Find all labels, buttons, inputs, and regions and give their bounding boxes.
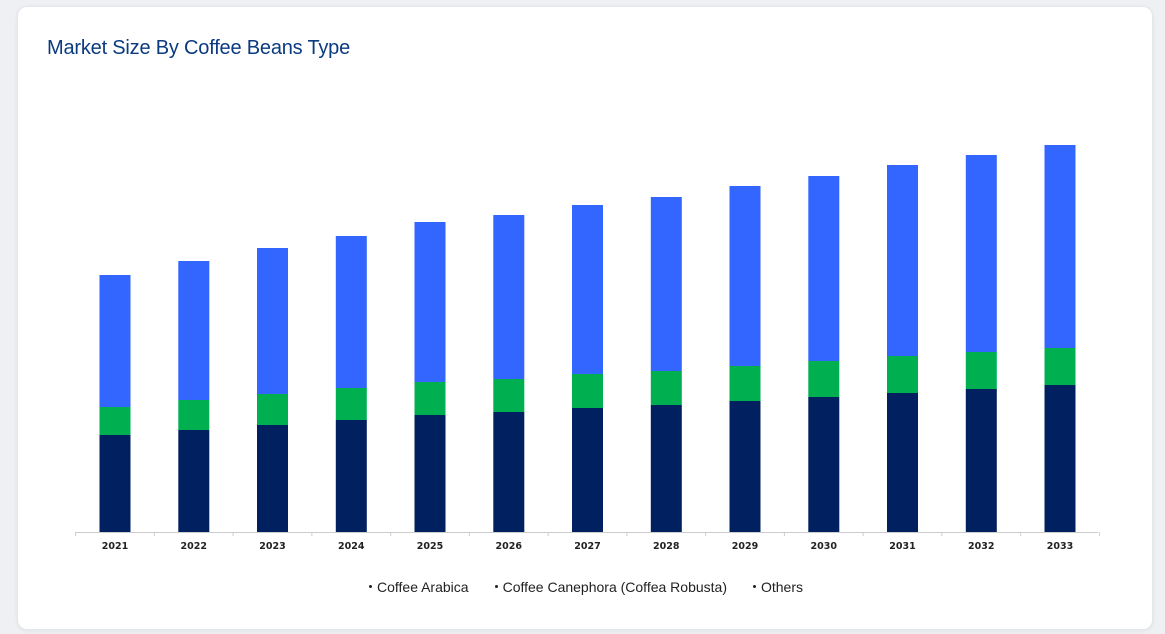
bar-segment-coffee-canephora-coffea-robusta-2029 bbox=[729, 366, 761, 401]
legend-label: Coffee Arabica bbox=[376, 579, 469, 595]
bar-segment-others-2024 bbox=[335, 420, 367, 532]
x-tick-label-2031: 2031 bbox=[889, 541, 915, 552]
bar-segment-coffee-canephora-coffea-robusta-2026 bbox=[493, 379, 525, 412]
x-tick-label-2032: 2032 bbox=[968, 541, 994, 552]
bar-segment-others-2026 bbox=[493, 412, 525, 532]
x-tick-label-2030: 2030 bbox=[811, 541, 838, 552]
x-tick-label-2033: 2033 bbox=[1047, 541, 1073, 552]
legend-item-coffee-canephora-coffea-robusta[interactable]: Coffee Canephora (Coffea Robusta) bbox=[494, 579, 727, 595]
bar-segment-coffee-arabica-2033 bbox=[1044, 145, 1076, 348]
bar-segment-coffee-canephora-coffea-robusta-2023 bbox=[257, 394, 288, 425]
bar-segment-others-2021 bbox=[99, 435, 131, 532]
bar-segment-coffee-arabica-2032 bbox=[965, 155, 997, 352]
x-tick-label-2021: 2021 bbox=[102, 541, 128, 552]
bar-segment-coffee-canephora-coffea-robusta-2027 bbox=[572, 374, 603, 408]
bar-segment-coffee-canephora-coffea-robusta-2028 bbox=[650, 371, 682, 405]
chart-legend: Coffee Arabica Coffee Canephora (Coffea R… bbox=[18, 579, 1154, 595]
x-tick-label-2027: 2027 bbox=[574, 541, 600, 552]
bar-segment-coffee-arabica-2029 bbox=[729, 186, 761, 366]
x-tick-label-2025: 2025 bbox=[417, 541, 443, 552]
bar-segment-coffee-arabica-2025 bbox=[414, 222, 446, 382]
x-tick-label-2029: 2029 bbox=[732, 541, 758, 552]
bar-segment-coffee-arabica-2028 bbox=[650, 197, 682, 371]
bar-segment-coffee-arabica-2030 bbox=[808, 176, 840, 361]
legend-bullet-icon bbox=[752, 584, 756, 588]
bar-segment-coffee-arabica-2021 bbox=[99, 275, 131, 407]
bar-segment-others-2023 bbox=[257, 425, 288, 532]
bar-segment-others-2029 bbox=[729, 401, 761, 532]
bar-segment-coffee-canephora-coffea-robusta-2021 bbox=[99, 407, 131, 435]
bar-segment-coffee-canephora-coffea-robusta-2032 bbox=[965, 352, 997, 389]
bar-segment-coffee-canephora-coffea-robusta-2033 bbox=[1044, 348, 1076, 385]
x-tick-label-2024: 2024 bbox=[338, 541, 365, 552]
bar-segment-others-2028 bbox=[650, 405, 682, 532]
legend-bullet-icon bbox=[368, 584, 372, 588]
bar-segment-coffee-canephora-coffea-robusta-2024 bbox=[335, 388, 367, 420]
bar-segment-others-2030 bbox=[808, 397, 840, 532]
legend-label: Others bbox=[760, 579, 803, 595]
x-tick-label-2028: 2028 bbox=[653, 541, 680, 552]
bar-segment-others-2022 bbox=[178, 430, 210, 532]
bar-segment-coffee-canephora-coffea-robusta-2025 bbox=[414, 382, 446, 415]
legend-item-coffee-arabica[interactable]: Coffee Arabica bbox=[368, 579, 469, 595]
bar-segment-others-2033 bbox=[1044, 385, 1076, 532]
bar-segment-coffee-canephora-coffea-robusta-2030 bbox=[808, 361, 840, 397]
bar-segment-others-2027 bbox=[572, 408, 603, 532]
legend-bullet-icon bbox=[494, 584, 498, 588]
bar-segment-coffee-canephora-coffea-robusta-2022 bbox=[178, 400, 210, 430]
x-tick-label-2022: 2022 bbox=[181, 541, 207, 552]
x-tick-label-2023: 2023 bbox=[259, 541, 285, 552]
legend-label: Coffee Canephora (Coffea Robusta) bbox=[502, 579, 727, 595]
bar-segment-coffee-arabica-2031 bbox=[887, 165, 918, 356]
x-tick-label-2026: 2026 bbox=[496, 541, 523, 552]
bar-segment-coffee-arabica-2026 bbox=[493, 215, 525, 379]
bar-segment-coffee-arabica-2024 bbox=[335, 236, 367, 388]
bar-segment-others-2032 bbox=[965, 389, 997, 532]
bar-segment-others-2031 bbox=[887, 393, 918, 532]
legend-item-others[interactable]: Others bbox=[752, 579, 803, 595]
bar-segment-coffee-arabica-2022 bbox=[178, 261, 210, 400]
stacked-bar-chart: 2021 2022 2023 2024 2025 2026 2027 2028 2029 2030… bbox=[75, 145, 1100, 552]
chart-card: Market Size By Coffee Beans Type 2021 202… bbox=[17, 6, 1153, 630]
chart-title: Market Size By Coffee Beans Type bbox=[47, 37, 351, 59]
bar-segment-coffee-arabica-2027 bbox=[572, 205, 603, 374]
bar-segment-others-2025 bbox=[414, 415, 446, 532]
bar-segment-coffee-arabica-2023 bbox=[257, 248, 288, 394]
bar-segment-coffee-canephora-coffea-robusta-2031 bbox=[887, 356, 918, 393]
